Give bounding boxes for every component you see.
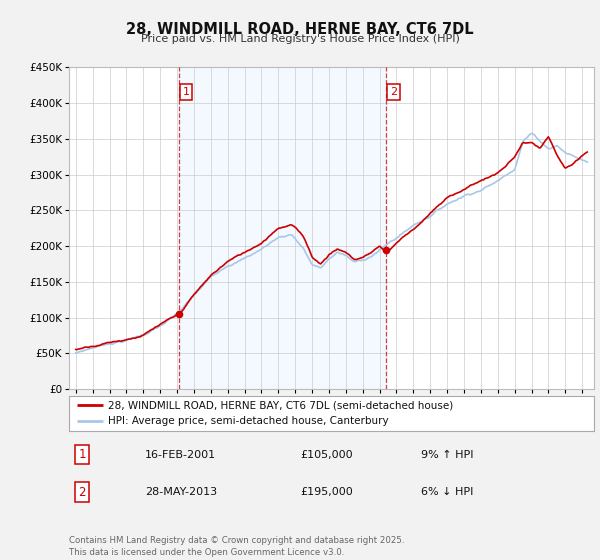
Text: 9% ↑ HPI: 9% ↑ HPI [421, 450, 473, 460]
Text: 1: 1 [182, 87, 190, 97]
Text: 2: 2 [79, 486, 86, 498]
Text: 1: 1 [79, 448, 86, 461]
Text: Price paid vs. HM Land Registry's House Price Index (HPI): Price paid vs. HM Land Registry's House … [140, 34, 460, 44]
Text: 28, WINDMILL ROAD, HERNE BAY, CT6 7DL (semi-detached house): 28, WINDMILL ROAD, HERNE BAY, CT6 7DL (s… [109, 400, 454, 410]
Text: 28, WINDMILL ROAD, HERNE BAY, CT6 7DL: 28, WINDMILL ROAD, HERNE BAY, CT6 7DL [126, 22, 474, 38]
Text: 2: 2 [390, 87, 397, 97]
Text: HPI: Average price, semi-detached house, Canterbury: HPI: Average price, semi-detached house,… [109, 417, 389, 427]
Text: 6% ↓ HPI: 6% ↓ HPI [421, 487, 473, 497]
Bar [179, 67, 386, 389]
Text: £195,000: £195,000 [300, 487, 353, 497]
Text: 28-MAY-2013: 28-MAY-2013 [145, 487, 217, 497]
Text: Contains HM Land Registry data © Crown copyright and database right 2025.
This d: Contains HM Land Registry data © Crown c… [69, 536, 404, 557]
Text: £105,000: £105,000 [300, 450, 353, 460]
Text: 16-FEB-2001: 16-FEB-2001 [145, 450, 216, 460]
